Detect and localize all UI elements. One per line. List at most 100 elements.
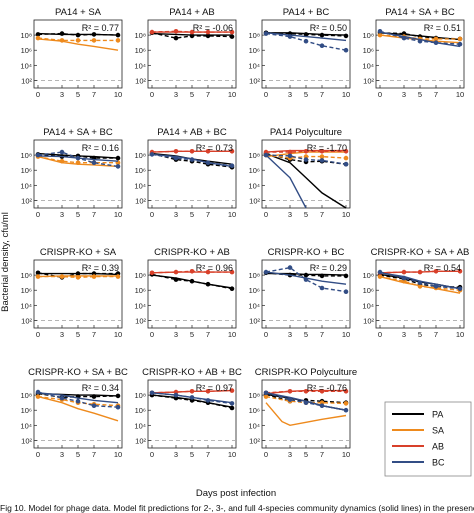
- chart-panel: 10² 10⁴ 10⁶ 10⁸ 0 3 5 7 10 R² = 0.51 PA14 + SA + B…: [362, 7, 465, 99]
- y-tick-label: 10⁴: [20, 181, 32, 190]
- x-tick-label: 10: [114, 210, 122, 219]
- model-line-bc: [37, 392, 119, 404]
- plot-frame: [33, 139, 123, 209]
- y-tick-label: 10⁴: [362, 61, 374, 70]
- x-tick-label: 5: [418, 90, 422, 99]
- legend: PA SA AB BC: [384, 401, 472, 477]
- data-point-bc: [263, 269, 269, 275]
- data-point-bc: [377, 269, 383, 275]
- data-point-pa: [319, 32, 325, 38]
- model-line-bc: [265, 32, 347, 42]
- data-point-ab: [303, 389, 309, 394]
- x-tick-label: 0: [36, 330, 40, 339]
- data-point-bc: [319, 285, 325, 291]
- y-tick-label: 10⁴: [362, 301, 374, 310]
- data-point-sa: [59, 274, 65, 279]
- model-line-sa: [37, 395, 119, 422]
- x-tick-label: 7: [434, 330, 438, 339]
- x-tick-label: 7: [320, 210, 324, 219]
- x-tick-label: 5: [76, 450, 80, 459]
- data-point-bc: [303, 400, 309, 405]
- y-axis-label: Bacterial density, cfu/ml: [0, 212, 11, 312]
- data-point-bc: [229, 163, 235, 168]
- data-point-bc: [319, 403, 325, 408]
- y-tick-label: 10⁴: [134, 421, 146, 430]
- data-point-bc: [287, 265, 293, 270]
- data-point-ab: [287, 389, 293, 394]
- data-point-pa: [205, 33, 211, 39]
- data-point-pa: [91, 32, 97, 37]
- data-point-bc: [401, 35, 407, 41]
- data-point-sa: [263, 394, 269, 399]
- data-point-bc: [91, 403, 97, 408]
- y-tick-label: 10⁶: [21, 166, 32, 175]
- x-tick-label: 3: [402, 90, 406, 99]
- x-tick-label: 7: [320, 90, 324, 99]
- r2-label: R² = 0.96: [196, 263, 233, 273]
- data-point-ab: [149, 270, 155, 276]
- model-line-sa: [37, 38, 119, 51]
- y-tick-label: 10⁸: [248, 151, 260, 160]
- data-point-sa: [377, 32, 383, 38]
- y-tick-label: 10⁶: [249, 286, 260, 295]
- data-point-pa: [229, 286, 235, 291]
- y-tick-label: 10²: [21, 316, 32, 325]
- x-tick-label: 5: [190, 450, 194, 459]
- x-tick-label: 7: [206, 210, 210, 219]
- data-point-bc: [35, 389, 41, 395]
- plot-frame: [147, 19, 237, 89]
- data-point-ab: [303, 149, 309, 154]
- plot-frame: [33, 19, 123, 89]
- x-tick-label: 7: [434, 90, 438, 99]
- data-point-sa: [115, 38, 121, 43]
- y-tick-label: 10⁸: [134, 151, 146, 160]
- data-point-ab: [433, 269, 439, 274]
- data-point-pa: [229, 405, 235, 411]
- data-point-ab: [457, 269, 463, 274]
- data-point-bc: [205, 160, 211, 165]
- plot-frame: [261, 19, 351, 89]
- data-point-ab: [287, 149, 293, 155]
- data-point-bc: [149, 390, 155, 396]
- data-point-ab: [205, 389, 211, 394]
- data-point-bc: [287, 397, 293, 402]
- x-tick-label: 3: [288, 330, 292, 339]
- data-point-sa: [343, 155, 349, 161]
- data-point-bc: [377, 29, 383, 34]
- x-tick-label: 5: [190, 210, 194, 219]
- x-tick-label: 5: [304, 450, 308, 459]
- x-tick-label: 5: [76, 210, 80, 219]
- model-line-pa: [265, 152, 347, 209]
- r2-label: R² = 0.73: [196, 143, 233, 153]
- y-tick-label: 10²: [21, 196, 32, 205]
- data-point-bc: [173, 155, 179, 161]
- y-tick-label: 10⁴: [248, 301, 260, 310]
- chart-panel: 10² 10⁴ 10⁶ 10⁸ 0 3 5 7 10 R² = -0.06 PA14 + AB: [134, 7, 237, 99]
- data-point-sa: [59, 38, 65, 43]
- data-point-pa: [229, 34, 235, 39]
- r2-label: R² = 0.54: [424, 263, 461, 273]
- r2-label: R² = -0.06: [193, 23, 233, 33]
- y-tick-label: 10²: [363, 76, 374, 85]
- x-tick-label: 0: [378, 90, 382, 99]
- legend-label-bc: BC: [432, 458, 445, 468]
- plot-frame: [375, 19, 465, 89]
- chart-panel: 10² 10⁴ 10⁶ 10⁸ 0 3 5 7 10 R² = 0.96 CRISPR-KO + A…: [134, 247, 237, 339]
- x-tick-label: 0: [264, 330, 268, 339]
- chart-panel: 10² 10⁴ 10⁶ 10⁸ 0 3 5 7 10 R² = 0.77 PA14 + SA: [20, 7, 123, 99]
- y-tick-label: 10²: [21, 76, 32, 85]
- data-point-pa: [319, 273, 325, 279]
- x-tick-label: 7: [206, 90, 210, 99]
- r2-label: R² = 0.34: [82, 383, 119, 393]
- model-line-bc: [265, 154, 307, 209]
- x-axis-label: Days post infection: [196, 488, 276, 499]
- x-tick-label: 3: [288, 450, 292, 459]
- data-point-bc: [189, 395, 195, 400]
- chart-panel: 10² 10⁴ 10⁶ 10⁸ 0 3 5 7 10 R² = -0.76 CRISPR-KO Po…: [248, 367, 357, 459]
- data-point-bc: [35, 152, 41, 158]
- y-tick-label: 10⁸: [248, 31, 260, 40]
- panel-title: CRISPR-KO + AB: [154, 247, 230, 258]
- data-point-bc: [319, 43, 325, 48]
- data-point-sa: [35, 394, 41, 399]
- data-point-pa: [115, 393, 121, 399]
